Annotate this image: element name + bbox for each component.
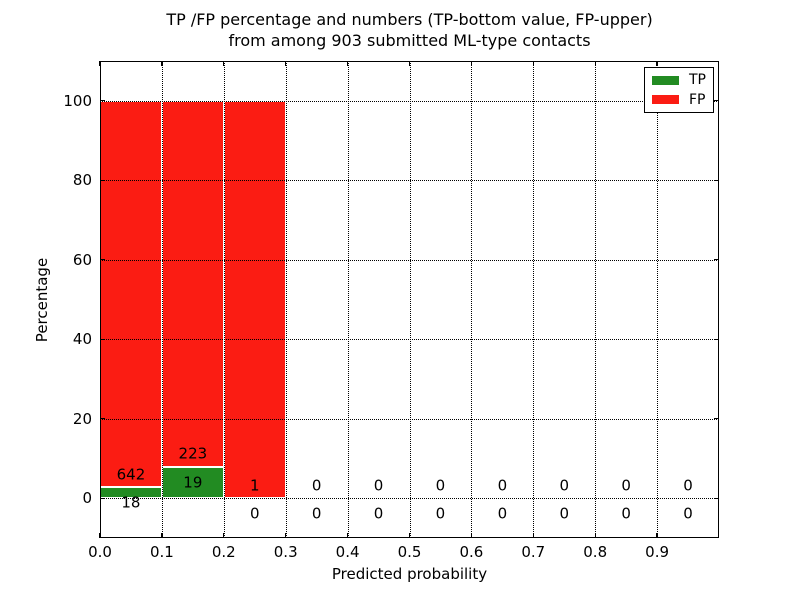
y-tick-mark	[100, 418, 105, 420]
fp-count-label: 642	[116, 465, 146, 484]
x-tick-mark	[594, 533, 596, 538]
legend-item-fp: FP	[652, 93, 713, 107]
fp-count-label: 0	[621, 476, 631, 495]
y-tick-mark	[100, 100, 105, 102]
fp-bar-segment	[161, 100, 224, 468]
x-tick-mark	[656, 533, 658, 538]
tp-count-label: 0	[683, 504, 693, 523]
x-tick-mark-top	[656, 61, 658, 66]
fp-count-label: 0	[683, 476, 693, 495]
y-tick-mark-right	[714, 179, 719, 181]
legend-label-fp: FP	[689, 91, 706, 108]
y-tick-label: 60	[72, 250, 92, 269]
grid-line-vertical	[285, 61, 287, 538]
grid-line-vertical	[595, 61, 597, 538]
legend-label-tp: TP	[689, 72, 706, 89]
legend-swatch-fp	[652, 95, 679, 105]
y-tick-mark-right	[714, 100, 719, 102]
tp-count-label: 0	[373, 504, 384, 523]
tp-count-label: 0	[435, 504, 446, 523]
chart-title-line1: TP /FP percentage and numbers (TP-bottom…	[166, 10, 653, 29]
x-tick-label: 0.0	[88, 543, 112, 561]
y-tick-label: 0	[82, 489, 92, 508]
x-tick-mark	[223, 533, 225, 538]
x-tick-mark-top	[594, 61, 596, 66]
tp-count-label: 19	[183, 473, 203, 492]
x-tick-label: 0.7	[521, 543, 546, 561]
y-tick-mark	[100, 338, 105, 340]
tp-count-label: 0	[559, 504, 570, 523]
x-tick-label: 0.3	[273, 543, 298, 561]
fp-bar-segment	[223, 100, 286, 499]
x-tick-label: 0.9	[645, 543, 670, 561]
y-tick-mark-right	[714, 338, 719, 340]
tp-count-label: 0	[497, 504, 508, 523]
legend: TP FP	[644, 67, 714, 113]
tp-bar-segment	[161, 467, 224, 499]
y-tick-mark	[100, 179, 105, 181]
tp-count-label: 18	[121, 493, 141, 512]
y-tick-mark-right	[714, 259, 719, 261]
x-tick-mark-top	[470, 61, 473, 66]
x-tick-mark-top	[408, 61, 411, 66]
y-tick-mark	[100, 497, 105, 499]
legend-swatch-tp	[652, 75, 679, 85]
fp-count-label: 0	[559, 476, 570, 495]
grid-line-vertical	[657, 61, 659, 538]
x-tick-mark-top	[223, 61, 225, 66]
chart-title: TP /FP percentage and numbers (TP-bottom…	[100, 9, 719, 51]
x-tick-mark-top	[285, 61, 287, 66]
tp-count-label: 0	[249, 504, 260, 523]
y-tick-label: 100	[63, 91, 92, 110]
plot-area: 642 18 223 19 1 0 0 0 0 0 0 0 0 0 0 0 0 0 0 0	[99, 61, 719, 538]
fp-count-label: 223	[178, 444, 208, 463]
x-tick-mark	[285, 533, 287, 538]
x-tick-mark	[470, 533, 473, 538]
fp-count-label: 0	[311, 476, 322, 495]
tp-count-label: 0	[311, 504, 322, 523]
y-tick-mark-right	[714, 497, 719, 499]
y-tick-label: 40	[72, 330, 92, 349]
x-tick-label: 0.5	[397, 543, 422, 561]
x-tick-label: 0.1	[149, 543, 174, 561]
grid-line-vertical	[471, 61, 473, 538]
grid-line-vertical	[223, 61, 225, 538]
x-tick-mark	[408, 533, 411, 538]
y-tick-mark-right	[714, 418, 719, 420]
grid-line-vertical	[161, 61, 163, 538]
y-tick-label: 20	[72, 409, 92, 428]
grid-line-vertical	[533, 61, 535, 538]
fp-count-label: 0	[373, 476, 384, 495]
fp-bar-segment	[100, 100, 162, 488]
tp-count-label: 0	[621, 504, 631, 523]
legend-item-tp: TP	[652, 73, 713, 87]
x-tick-mark-top	[99, 61, 101, 66]
x-tick-mark	[346, 533, 349, 538]
x-tick-label: 0.4	[335, 543, 360, 561]
x-tick-label: 0.6	[459, 543, 484, 561]
chart-title-line2: from among 903 submitted ML-type contact…	[228, 31, 591, 50]
y-tick-mark	[100, 259, 105, 261]
fp-count-label: 1	[249, 476, 260, 495]
grid-line-vertical	[347, 61, 349, 538]
x-tick-mark	[161, 533, 163, 538]
x-tick-label: 0.8	[583, 543, 608, 561]
fp-count-label: 0	[435, 476, 446, 495]
x-tick-mark-top	[346, 61, 349, 66]
y-tick-label: 80	[72, 171, 92, 190]
grid-line-vertical	[409, 61, 411, 538]
x-tick-mark-top	[532, 61, 534, 66]
x-tick-mark	[532, 533, 534, 538]
x-tick-label: 0.2	[211, 543, 236, 561]
x-tick-mark	[99, 533, 101, 538]
x-axis-label: Predicted probability	[331, 565, 488, 583]
x-tick-mark-top	[161, 61, 163, 66]
fp-count-label: 0	[497, 476, 508, 495]
